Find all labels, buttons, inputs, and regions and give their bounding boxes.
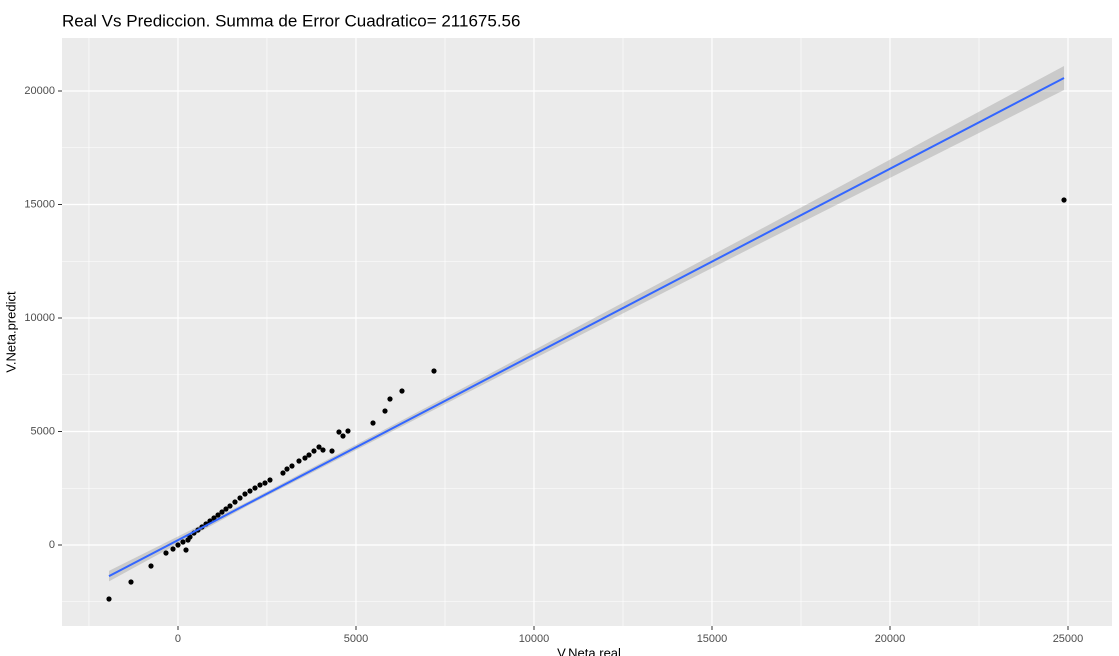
y-tick-label: 10000 [24, 312, 55, 324]
point [211, 515, 217, 521]
point [170, 546, 176, 552]
y-tick-label: 0 [49, 539, 55, 551]
point [280, 470, 286, 476]
point [252, 485, 258, 491]
x-tick-label: 25000 [1053, 633, 1084, 645]
point [296, 458, 302, 464]
point [311, 448, 317, 454]
y-tick-label: 5000 [31, 425, 55, 437]
point [387, 396, 393, 402]
point [232, 499, 238, 505]
point [302, 455, 308, 461]
x-tick-label: 15000 [697, 633, 728, 645]
y-axis-label: V.Neta.predict [3, 291, 18, 373]
point [267, 477, 273, 483]
point [345, 428, 351, 434]
point [382, 408, 388, 414]
x-tick-label: 10000 [519, 633, 550, 645]
point [187, 534, 193, 540]
point [316, 444, 322, 450]
point [247, 488, 253, 494]
chart-title: Real Vs Prediccion. Summa de Error Cuadr… [62, 11, 520, 30]
point [320, 447, 326, 453]
point [284, 466, 290, 472]
point [257, 482, 263, 488]
point [223, 506, 229, 512]
point [219, 509, 225, 515]
y-tick-label: 20000 [24, 85, 55, 97]
point [336, 429, 342, 435]
x-tick-label: 20000 [875, 633, 906, 645]
fit-line [108, 77, 1065, 577]
point [329, 448, 335, 454]
plot-panel [62, 38, 1112, 626]
point [183, 547, 189, 553]
x-tick-label: 0 [175, 633, 181, 645]
point [242, 491, 248, 497]
point [106, 596, 112, 602]
point [175, 542, 181, 548]
point [340, 433, 346, 439]
point [262, 480, 268, 486]
point [148, 563, 154, 569]
point [370, 420, 376, 426]
y-tick-label: 15000 [24, 198, 55, 210]
point [180, 539, 186, 545]
x-tick-label: 5000 [344, 633, 368, 645]
point [128, 579, 134, 585]
point [306, 452, 312, 458]
x-axis-label: V.Neta.real [557, 645, 621, 656]
point [237, 495, 243, 501]
point [163, 550, 169, 556]
point [1061, 197, 1067, 203]
point [431, 368, 437, 374]
point [215, 512, 221, 518]
point [227, 503, 233, 509]
point [399, 388, 405, 394]
point [289, 463, 295, 469]
